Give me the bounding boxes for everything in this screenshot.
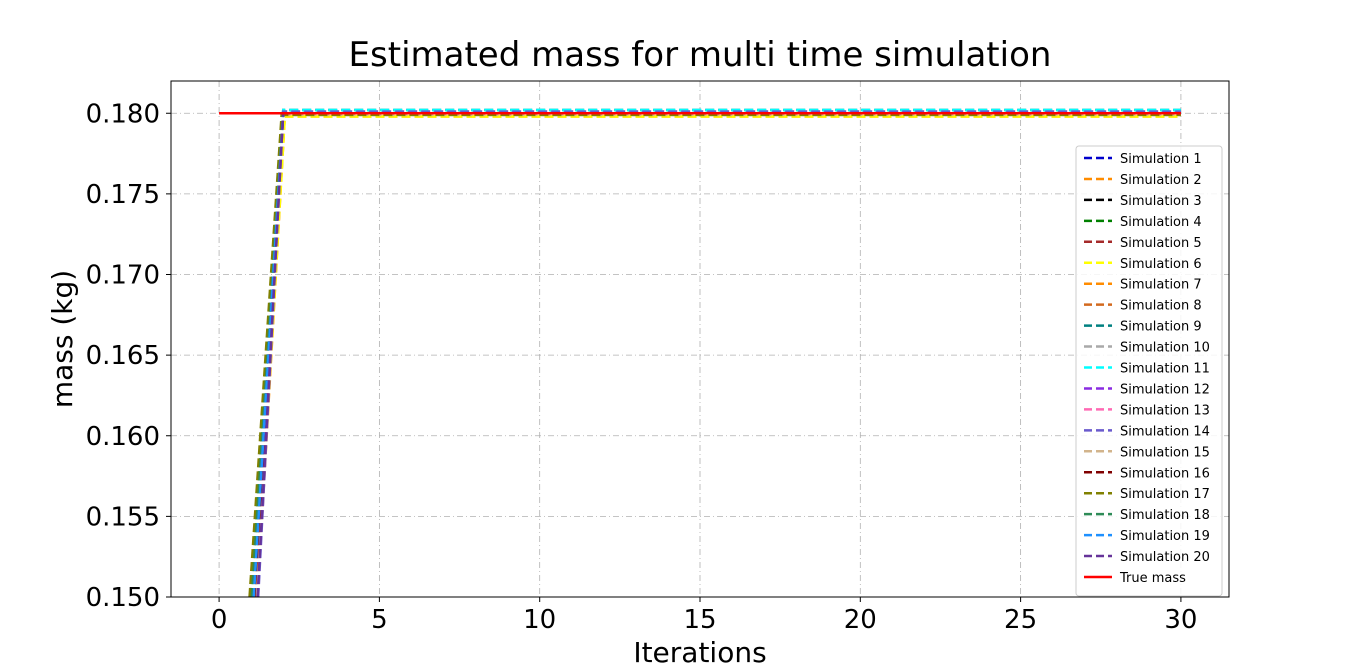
- x-tick-label-4: 20: [844, 605, 877, 635]
- legend-label-6: Simulation 6: [1120, 257, 1202, 272]
- legend-label-16: Simulation 16: [1120, 466, 1210, 481]
- series-line-2: [256, 115, 1181, 597]
- x-tick-label-6: 30: [1164, 605, 1197, 635]
- legend-label-12: Simulation 12: [1120, 382, 1210, 397]
- y-tick-label-3: 0.165: [86, 341, 160, 371]
- y-tick-label-6: 0.180: [86, 99, 160, 129]
- x-tick-label-2: 10: [523, 605, 556, 635]
- chart-title: Estimated mass for multi time simulation: [349, 35, 1052, 75]
- legend-label-4: Simulation 4: [1120, 215, 1202, 230]
- ticks: 0 5 10 15 20 25 30 0.150 0.155 0.160 0.165 0.170 0.1…: [86, 99, 1198, 635]
- series-line-4: [249, 110, 1181, 597]
- legend-box: [1075, 145, 1223, 597]
- legend-label-11: Simulation 11: [1120, 362, 1210, 377]
- legend-label-3: Simulation 3: [1120, 194, 1202, 209]
- series-line-11: [251, 108, 1181, 597]
- legend-label-19: Simulation 19: [1120, 529, 1210, 544]
- series-line-9: [249, 108, 1181, 597]
- series-line-15: [253, 113, 1181, 597]
- legend-label-15: Simulation 15: [1120, 445, 1210, 460]
- x-tick-label-3: 15: [683, 605, 716, 635]
- y-axis-label: mass (kg): [46, 270, 79, 408]
- y-tick-label-5: 0.175: [86, 180, 160, 210]
- x-tick-label-1: 5: [371, 605, 388, 635]
- series-line-8: [251, 112, 1181, 597]
- legend-label-8: Simulation 8: [1120, 299, 1202, 314]
- series-line-17: [248, 113, 1181, 597]
- x-axis-label: Iterations: [633, 636, 766, 669]
- y-tick-label-1: 0.155: [86, 502, 160, 532]
- x-tick-label-0: 0: [211, 605, 228, 635]
- series-line-6: [255, 115, 1181, 597]
- series-line-10: [253, 110, 1181, 597]
- series-layer: [219, 108, 1181, 597]
- legend-label-5: Simulation 5: [1120, 236, 1202, 251]
- series-line-14: [256, 110, 1181, 597]
- legend-label-9: Simulation 9: [1120, 320, 1202, 335]
- legend-label-18: Simulation 18: [1120, 508, 1210, 523]
- series-line-18: [250, 112, 1181, 597]
- grid: [171, 81, 1229, 598]
- legend-label-13: Simulation 13: [1120, 403, 1210, 418]
- legend-label-2: Simulation 2: [1120, 173, 1202, 188]
- y-tick-label-2: 0.160: [86, 422, 160, 452]
- x-tick-label-5: 25: [1004, 605, 1037, 635]
- series-line-7: [252, 113, 1181, 597]
- legend-label-14: Simulation 14: [1120, 424, 1210, 439]
- legend-label-20: Simulation 20: [1120, 550, 1210, 565]
- legend-label-17: Simulation 17: [1120, 487, 1210, 502]
- legend: Simulation 1 Simulation 2 Simulation 3 Simu…: [1075, 145, 1223, 597]
- y-tick-label-4: 0.170: [86, 261, 160, 291]
- legend-label-1: Simulation 1: [1120, 152, 1202, 167]
- legend-label-7: Simulation 7: [1120, 278, 1202, 293]
- legend-label-10: Simulation 10: [1120, 341, 1210, 356]
- legend-label-21: True mass: [1119, 571, 1186, 586]
- y-tick-label-0: 0.150: [86, 583, 160, 613]
